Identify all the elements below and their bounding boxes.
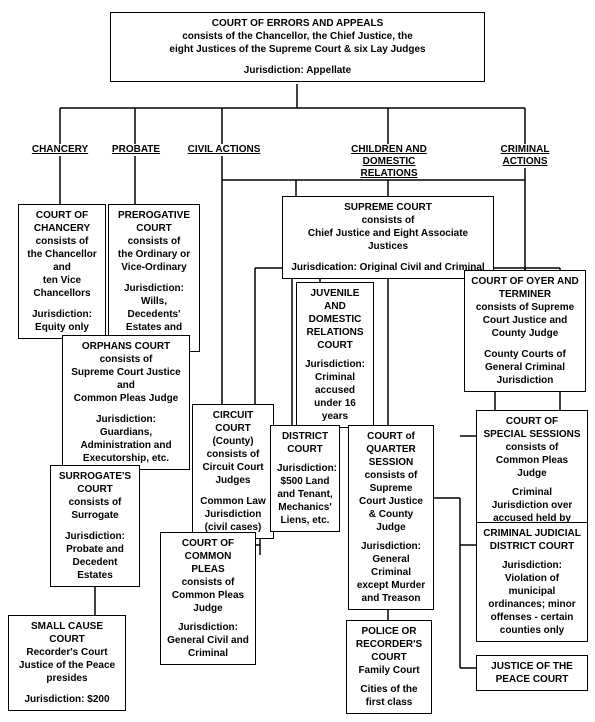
prerog-l3: Vice-Ordinary	[115, 261, 193, 274]
prc-title: POLICE OR RECORDER'S COURT	[353, 625, 425, 664]
cjd-title: CRIMINAL JUDICIAL DISTRICT COURT	[483, 527, 581, 553]
circ-l1: consists of Circuit Court Judges	[199, 448, 267, 487]
cat-children-l3: RELATIONS	[360, 168, 417, 179]
cea-l2: consists of the Chancellor, the Chief Ju…	[117, 30, 478, 43]
chancery-juris: Jurisdiction: Equity only	[25, 308, 99, 334]
common-pleas: COURT OF COMMON PLEAS consists of Common…	[160, 532, 256, 665]
cat-probate: PROBATE	[110, 144, 162, 156]
cea-title: COURT OF ERRORS AND APPEALS	[117, 17, 478, 30]
cat-criminal: CRIMINAL ACTIONS	[495, 144, 555, 168]
court-of-chancery: COURT OF CHANCERY consists of the Chance…	[18, 204, 106, 339]
surr-title: SURROGATE'S COURT	[57, 470, 133, 496]
dist-juris: Jurisdiction: $500 Land and Tenant, Mech…	[277, 462, 333, 527]
prc-l2: Cities of the first class	[353, 683, 425, 709]
oyer-l1: consists of Supreme Court Justice and Co…	[471, 301, 579, 340]
circ-juris: Common Law Jurisdiction (civil cases)	[199, 495, 267, 534]
cat-criminal-l2: ACTIONS	[503, 156, 548, 167]
supreme-title: SUPREME COURT	[289, 201, 487, 214]
cjd-juris: Jurisdiction: Violation of municipal ord…	[483, 559, 581, 637]
prc-l1: Family Court	[353, 664, 425, 677]
scc-l1: Recorder's Court	[15, 646, 119, 659]
cat-children-l1: CHILDREN AND	[351, 144, 427, 155]
orphans-l3: Common Pleas Judge	[69, 392, 183, 405]
chancery-title: COURT OF CHANCERY	[25, 209, 99, 235]
court-oyer-terminer: COURT OF OYER AND TERMINER consists of S…	[464, 270, 586, 392]
ss-title: COURT OF SPECIAL SESSIONS	[483, 415, 581, 441]
cea-l3: eight Justices of the Supreme Court & si…	[117, 43, 478, 56]
quarter-session: COURT of QUARTER SESSION consists of Sup…	[348, 425, 434, 610]
cp-l1: consists of Common Pleas Judge	[167, 576, 249, 615]
police-recorder-court: POLICE OR RECORDER'S COURT Family Court …	[346, 620, 432, 714]
prerogative-court: PREROGATIVE COURT consists of the Ordina…	[108, 204, 200, 352]
jop-title: JUSTICE OF THE PEACE COURT	[483, 660, 581, 686]
supreme-l1: consists of	[289, 214, 487, 227]
circuit-court: CIRCUIT COURT (County) consists of Circu…	[192, 404, 274, 539]
cat-criminal-l1: CRIMINAL	[501, 144, 550, 155]
prerog-l1: consists of	[115, 235, 193, 248]
cat-chancery: CHANCERY	[30, 144, 90, 156]
chancery-l1: consists of	[25, 235, 99, 248]
cat-children-l2: DOMESTIC	[363, 156, 416, 167]
surr-l1: consists of Surrogate	[57, 496, 133, 522]
chancery-l3: ten Vice Chancellors	[25, 274, 99, 300]
circ-title: CIRCUIT COURT (County)	[199, 409, 267, 448]
juv-title: JUVENILE AND DOMESTIC RELATIONS COURT	[303, 287, 367, 352]
cp-title: COURT OF COMMON PLEAS	[167, 537, 249, 576]
prerog-title: PREROGATIVE COURT	[115, 209, 193, 235]
orphans-l1: consists of	[69, 353, 183, 366]
orphans-juris: Jurisdiction: Guardians, Administration …	[69, 413, 183, 465]
district-court: DISTRICT COURT Jurisdiction: $500 Land a…	[270, 425, 340, 532]
surrogates-court: SURROGATE'S COURT consists of Surrogate …	[50, 465, 140, 587]
oyer-title: COURT OF OYER AND TERMINER	[471, 275, 579, 301]
qs-l1: consists of Supreme Court Justice & Coun…	[355, 469, 427, 534]
prerog-l2: the Ordinary or	[115, 248, 193, 261]
orphans-court: ORPHANS COURT consists of Supreme Court …	[62, 335, 190, 470]
justice-of-peace-court: JUSTICE OF THE PEACE COURT	[476, 655, 588, 691]
surr-juris: Jurisdiction: Probate and Decedent Estat…	[57, 530, 133, 582]
orphans-l2: Supreme Court Justice and	[69, 366, 183, 392]
supreme-juris: Jurisdication: Original Civil and Crimin…	[289, 261, 487, 274]
scc-l2: Justice of the Peace presides	[15, 659, 119, 685]
juv-juris: Jurisdiction: Criminal accused under 16 …	[303, 358, 367, 423]
cat-children: CHILDREN AND DOMESTIC RELATIONS	[344, 144, 434, 180]
cat-civil: CIVIL ACTIONS	[184, 144, 264, 156]
qs-title: COURT of QUARTER SESSION	[355, 430, 427, 469]
juvenile-court: JUVENILE AND DOMESTIC RELATIONS COURT Ju…	[296, 282, 374, 428]
scc-title: SMALL CAUSE COURT	[15, 620, 119, 646]
scc-juris: Jurisdiction: $200	[15, 693, 119, 706]
ss-l1: consists of Common Pleas Judge	[483, 441, 581, 480]
court-errors-appeals: COURT OF ERRORS AND APPEALS consists of …	[110, 12, 485, 82]
orphans-title: ORPHANS COURT	[69, 340, 183, 353]
supreme-court: SUPREME COURT consists of Chief Justice …	[282, 196, 494, 279]
oyer-juris: County Courts of General Criminal Jurisd…	[471, 348, 579, 387]
small-cause-court: SMALL CAUSE COURT Recorder's Court Justi…	[8, 615, 126, 711]
supreme-l2: Chief Justice and Eight Associate Justic…	[289, 227, 487, 253]
criminal-judicial-district: CRIMINAL JUDICIAL DISTRICT COURT Jurisdi…	[476, 522, 588, 642]
qs-juris: Jurisdiction: General Criminal except Mu…	[355, 540, 427, 605]
chancery-l2: the Chancellor and	[25, 248, 99, 274]
dist-title: DISTRICT COURT	[277, 430, 333, 456]
cp-juris: Jurisdiction: General Civil and Criminal	[167, 621, 249, 660]
cea-juris: Jurisdiction: Appellate	[117, 64, 478, 77]
